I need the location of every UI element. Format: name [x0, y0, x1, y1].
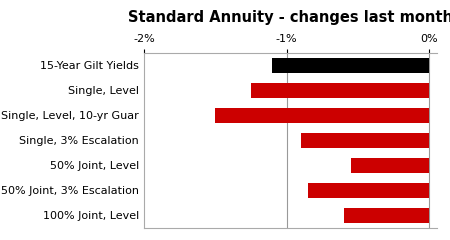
Title: Standard Annuity - changes last month: Standard Annuity - changes last month	[128, 10, 450, 25]
Bar	[308, 183, 429, 198]
Bar	[351, 158, 429, 173]
Bar	[251, 83, 429, 98]
Bar	[344, 208, 429, 223]
Bar	[272, 58, 429, 73]
Bar	[216, 108, 429, 123]
Bar	[301, 133, 429, 148]
